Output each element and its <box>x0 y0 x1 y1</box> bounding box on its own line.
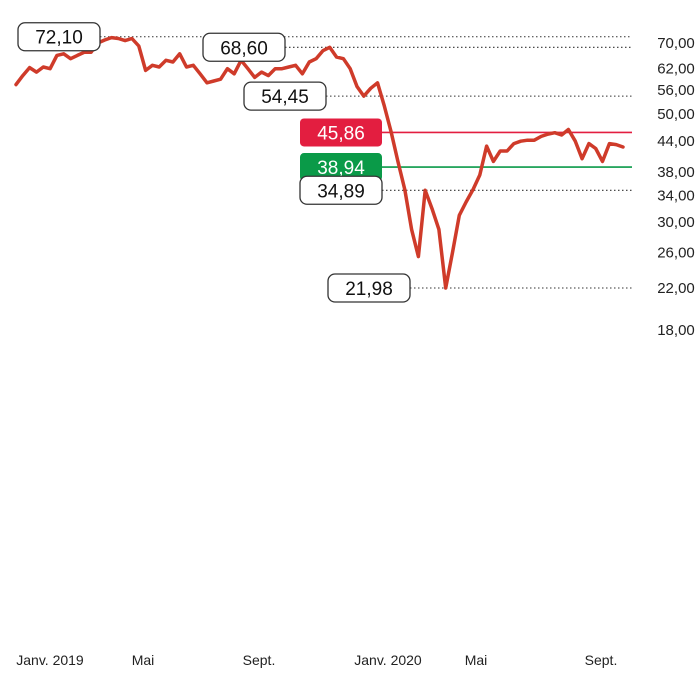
y-tick-label: 26,00 <box>657 244 695 261</box>
series-line <box>14 35 625 290</box>
annotation-label: 72,10 <box>35 28 83 49</box>
x-tick-label: Janv. 2020 <box>354 652 422 668</box>
annotation-box <box>299 175 383 205</box>
annotation-box <box>17 22 101 52</box>
annotation-box <box>327 273 411 303</box>
reference-lines-layer <box>382 131 632 168</box>
y-axis: 70,00 62,00 56,00 50,00 44,00 38,00 34,00 30,00… <box>657 35 695 339</box>
x-tick-label: Sept. <box>585 652 618 668</box>
y-tick-label: 38,00 <box>657 164 695 181</box>
y-tick-label: 50,00 <box>657 106 695 123</box>
reference-label-box <box>300 153 382 182</box>
series-layer <box>14 35 625 290</box>
x-axis: Janv. 2019 Mai Sept. Janv. 2020 Mai Sept. <box>16 652 617 668</box>
y-tick-label: 62,00 <box>657 61 695 78</box>
y-tick-label: 44,00 <box>657 133 695 150</box>
reference-label-box <box>300 118 382 147</box>
annotation-label: 54,45 <box>261 87 309 108</box>
y-tick-label: 22,00 <box>657 280 695 297</box>
x-tick-label: Sept. <box>243 652 276 668</box>
y-tick-label: 18,00 <box>657 322 695 339</box>
y-tick-label: 56,00 <box>657 82 695 99</box>
x-tick-label: Janv. 2019 <box>16 652 84 668</box>
callouts-layer: 45,86 38,94 72,10 68,60 54,45 34,89 21,98 <box>17 22 411 303</box>
x-tick-label: Mai <box>465 652 488 668</box>
reference-label: 38,94 <box>317 158 365 179</box>
y-tick-label: 30,00 <box>657 214 695 231</box>
annotation-label: 21,98 <box>345 279 393 300</box>
y-tick-label: 34,00 <box>657 188 695 205</box>
annotation-box <box>243 81 327 111</box>
y-tick-label: 70,00 <box>657 35 695 52</box>
x-tick-label: Mai <box>132 652 155 668</box>
annotation-box <box>202 32 286 62</box>
annotation-label: 34,89 <box>317 181 365 202</box>
reference-label: 45,86 <box>317 123 365 144</box>
annotation-label: 68,60 <box>220 38 268 59</box>
